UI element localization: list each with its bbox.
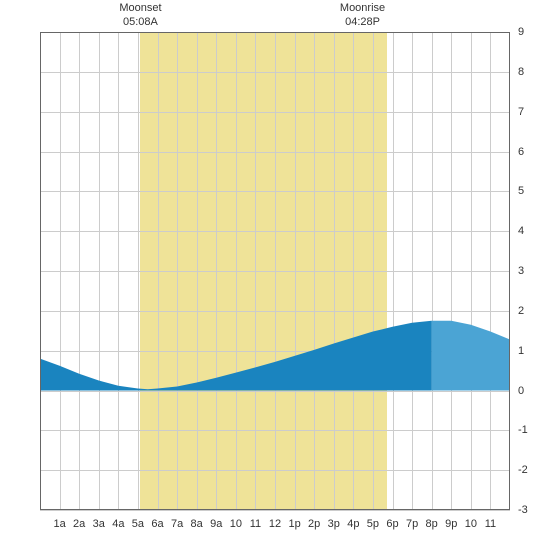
x-tick-label: 11 <box>485 518 496 530</box>
annotation-moonrise: Moonrise 04:28P <box>340 2 385 30</box>
x-tick-label: 5p <box>367 518 379 530</box>
x-tick-label: 12 <box>269 518 281 530</box>
y-tick-label: -2 <box>518 464 528 476</box>
y-tick-label: 2 <box>518 305 524 317</box>
y-tick-label: 8 <box>518 66 524 78</box>
gridline-h <box>40 510 510 511</box>
x-tick-label: 3a <box>93 518 105 530</box>
x-tick-label: 7p <box>406 518 418 530</box>
x-tick-label: 4p <box>347 518 359 530</box>
x-tick-label: 11 <box>250 518 261 530</box>
annotation-moonset: Moonset 05:08A <box>119 2 161 30</box>
y-tick-label: 7 <box>518 106 524 118</box>
x-tick-label: 2p <box>308 518 320 530</box>
x-tick-label: 7a <box>171 518 183 530</box>
y-tick-label: -1 <box>518 424 528 436</box>
x-tick-label: 10 <box>465 518 477 530</box>
x-tick-label: 2a <box>73 518 85 530</box>
x-tick-label: 9a <box>210 518 222 530</box>
annotation-title: Moonrise <box>340 2 385 16</box>
x-tick-label: 5a <box>132 518 144 530</box>
tide-chart: { "chart": { "type": "area", "canvas": {… <box>0 0 550 550</box>
x-tick-label: 8p <box>426 518 438 530</box>
x-tick-label: 1a <box>53 518 65 530</box>
annotation-time: 05:08A <box>119 16 161 30</box>
tide-area-day <box>40 321 432 391</box>
y-tick-label: 9 <box>518 26 524 38</box>
x-tick-label: 3p <box>328 518 340 530</box>
tide-area-night <box>432 321 510 391</box>
y-tick-label: 4 <box>518 225 524 237</box>
y-tick-label: -3 <box>518 504 528 516</box>
x-tick-label: 8a <box>191 518 203 530</box>
y-tick-label: 3 <box>518 265 524 277</box>
x-tick-label: 9p <box>445 518 457 530</box>
y-tick-label: 5 <box>518 185 524 197</box>
x-tick-label: 10 <box>230 518 242 530</box>
x-tick-label: 6p <box>386 518 398 530</box>
annotation-time: 04:28P <box>340 16 385 30</box>
x-tick-label: 1p <box>288 518 300 530</box>
annotation-title: Moonset <box>119 2 161 16</box>
y-tick-label: 0 <box>518 385 524 397</box>
x-tick-label: 4a <box>112 518 124 530</box>
y-tick-label: 1 <box>518 345 524 357</box>
y-tick-label: 6 <box>518 146 524 158</box>
tide-area-series <box>40 32 510 510</box>
plot-area <box>40 32 510 510</box>
x-tick-label: 6a <box>151 518 163 530</box>
